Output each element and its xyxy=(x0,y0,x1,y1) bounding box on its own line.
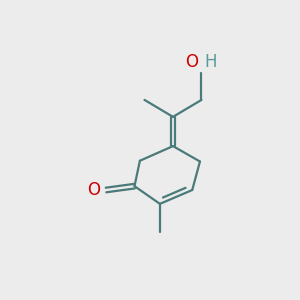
Text: O: O xyxy=(185,53,198,70)
Text: O: O xyxy=(87,181,100,199)
Text: H: H xyxy=(205,53,217,70)
